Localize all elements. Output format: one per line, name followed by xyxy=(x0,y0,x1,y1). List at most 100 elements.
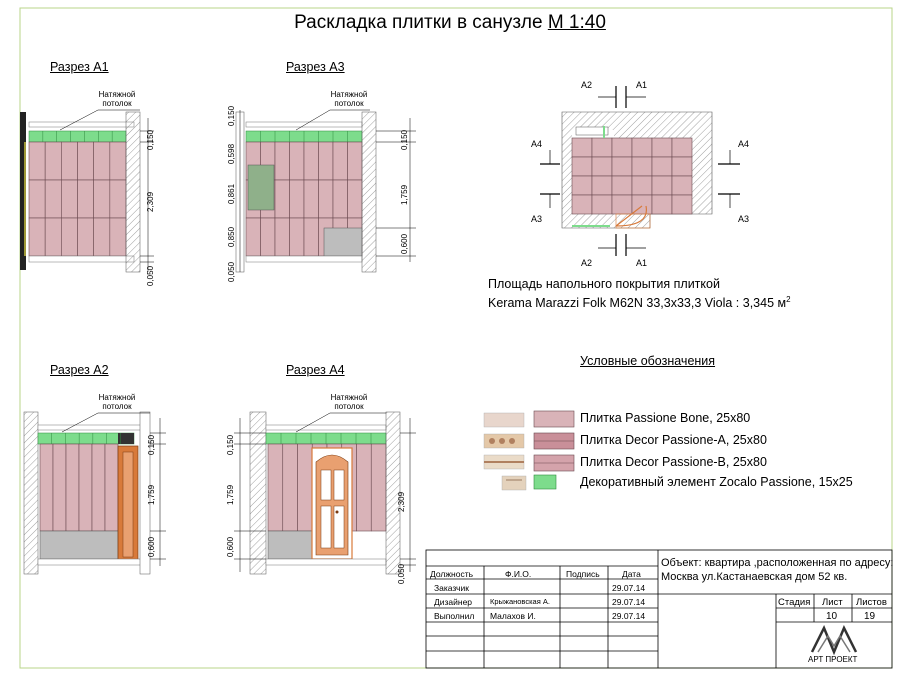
wall-tile xyxy=(332,141,348,181)
floor-plan-drawing xyxy=(540,86,740,256)
wall-tile xyxy=(61,179,78,219)
wall-tile xyxy=(91,443,106,532)
floor-area-unit-sup: 2 xyxy=(786,295,791,304)
tb-sheets-value: 19 xyxy=(864,611,876,622)
wall-tile xyxy=(93,217,111,257)
floor-tile xyxy=(671,175,693,196)
floor-tile xyxy=(631,175,653,196)
wall-tile xyxy=(109,217,127,257)
a2-ceiling-note: Натяжной потолок xyxy=(90,393,144,411)
plan-floor-tiles xyxy=(571,137,693,215)
sheet-title-scale: М 1:40 xyxy=(547,12,606,33)
a3-dim-left-1: 0,598 xyxy=(227,143,236,164)
a4-ceiling-note: Натяжной потолок xyxy=(322,393,376,411)
tb-row2-date: 29.07.14 xyxy=(612,597,646,607)
section-a3-title: Разрез А3 xyxy=(286,60,345,74)
floor-tile xyxy=(651,156,673,177)
wall-tile xyxy=(370,443,387,532)
a3-dim-left-3: 0,850 xyxy=(227,226,236,247)
a1-left-wall xyxy=(20,112,26,270)
wall-tile xyxy=(274,217,290,257)
a3-mirror xyxy=(247,164,275,211)
a1-floor-line xyxy=(28,255,135,263)
ceiling-note-line1: Натяжной xyxy=(98,393,136,402)
a3-dim-right-2: 0,600 xyxy=(400,233,409,254)
a3-dim-left-4: 0,050 xyxy=(227,261,236,282)
a4-door xyxy=(311,447,353,560)
wall-tile xyxy=(77,179,94,219)
a4-dim-left-2: 0,600 xyxy=(226,536,235,557)
plan-mark-a4-left: А4 xyxy=(531,139,543,149)
a2-wall-tiles xyxy=(39,443,119,532)
floor-tile xyxy=(611,137,633,158)
wall-tile xyxy=(303,217,319,257)
wall-tile xyxy=(44,141,62,181)
sheet-title: Раскладка плитки в санузле М 1:40 xyxy=(0,12,900,34)
wall-tile xyxy=(93,179,111,219)
section-a4-drawing xyxy=(234,411,416,575)
wall-tile xyxy=(109,179,127,219)
tb-header-name: Ф.И.О. xyxy=(505,569,532,579)
floor-tile xyxy=(571,194,593,215)
plan-door-swing xyxy=(615,205,648,227)
plan-mark-a2-top: А2 xyxy=(581,80,593,90)
a2-dim-2: 0,600 xyxy=(147,536,156,557)
ceiling-note-line2: потолок xyxy=(334,402,364,411)
wall-tile xyxy=(44,217,62,257)
a3-dim-right-1: 1,759 xyxy=(400,184,409,205)
wall-tile xyxy=(260,217,276,257)
tb-object-line2: Москва ул.Кастанаевская дом 52 кв. xyxy=(661,571,848,583)
floor-tile xyxy=(611,156,633,177)
section-a2-title: Разрез А2 xyxy=(50,363,109,377)
wall-tile xyxy=(65,443,80,532)
floor-tile xyxy=(631,156,653,177)
legend-item-zocalo: Декоративный элемент Zocalo Passione, 15… xyxy=(580,475,853,489)
a2-dim-0: 0,150 xyxy=(147,434,156,455)
floor-area-note: Площадь напольного покрытия плиткой Kera… xyxy=(488,277,791,311)
wall-tile xyxy=(52,443,67,532)
company-logo xyxy=(810,624,858,656)
wall-tile xyxy=(332,179,348,219)
a1-dim-wall: 2,309 xyxy=(146,191,155,212)
floor-tile xyxy=(651,175,673,196)
floor-tile xyxy=(571,137,593,158)
a1-ceiling-leader xyxy=(59,109,99,131)
wall-tile xyxy=(274,141,290,181)
a1-right-wall xyxy=(125,111,141,273)
tb-object-line1: Объект: квартира ,расположенная по адрес… xyxy=(661,557,894,569)
tb-sheet-label: Лист xyxy=(822,597,843,608)
ceiling-note-line1: Натяжной xyxy=(330,90,368,99)
section-a1-drawing xyxy=(20,109,154,273)
a1-dim-border: 0,150 xyxy=(146,129,155,150)
wall-tile xyxy=(28,179,46,219)
legend-item-decor-b: Плитка Decor Passione-B, 25х80 xyxy=(580,455,767,469)
a4-dim-right-1: 0,050 xyxy=(397,563,406,584)
floor-tile xyxy=(591,137,613,158)
tb-row3-date: 29.07.14 xyxy=(612,611,646,621)
plan-mark-a1-bottom: А1 xyxy=(636,258,648,268)
legend-item-decor-a: Плитка Decor Passione-A, 25х80 xyxy=(580,433,767,447)
wall-tile xyxy=(77,141,94,181)
a1-wall-tiles xyxy=(28,141,127,257)
floor-tile xyxy=(571,156,593,177)
section-a1-title: Разрез А1 xyxy=(50,60,109,74)
ceiling-note-line2: потолок xyxy=(102,402,132,411)
tb-stage-label: Стадия xyxy=(778,597,811,608)
a3-dim-right-0: 0,150 xyxy=(400,129,409,150)
wall-tile xyxy=(347,179,363,219)
tb-row1-date: 29.07.14 xyxy=(612,583,646,593)
wall-tile xyxy=(28,217,46,257)
ceiling-note-line2: потолок xyxy=(102,99,132,108)
wall-tile xyxy=(44,179,62,219)
wall-tile xyxy=(267,443,284,532)
tb-row2-position: Дизайнер xyxy=(434,597,473,607)
a3-ceiling-note: Натяжной потолок xyxy=(322,90,376,108)
floor-tile xyxy=(571,175,593,196)
a4-dim-left-1: 1,759 xyxy=(226,484,235,505)
tb-row3-position: Выполнил xyxy=(434,611,475,621)
floor-tile xyxy=(651,137,673,158)
a4-dim-left-0: 0,150 xyxy=(226,434,235,455)
wall-tile xyxy=(245,217,261,257)
legend-title: Условные обозначения xyxy=(580,354,716,368)
tb-row1-position: Заказчик xyxy=(434,583,469,593)
